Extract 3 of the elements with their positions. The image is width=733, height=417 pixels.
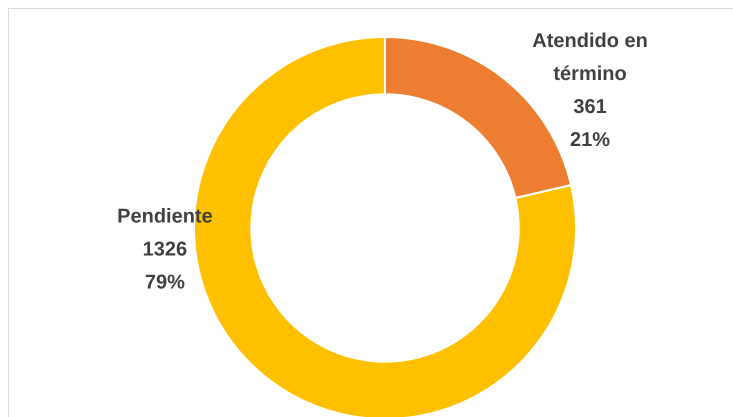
data-label: 361 21%	[570, 96, 610, 152]
slice-label: Atendido en término	[532, 30, 648, 86]
data-label: 1326 79%	[142, 238, 188, 294]
